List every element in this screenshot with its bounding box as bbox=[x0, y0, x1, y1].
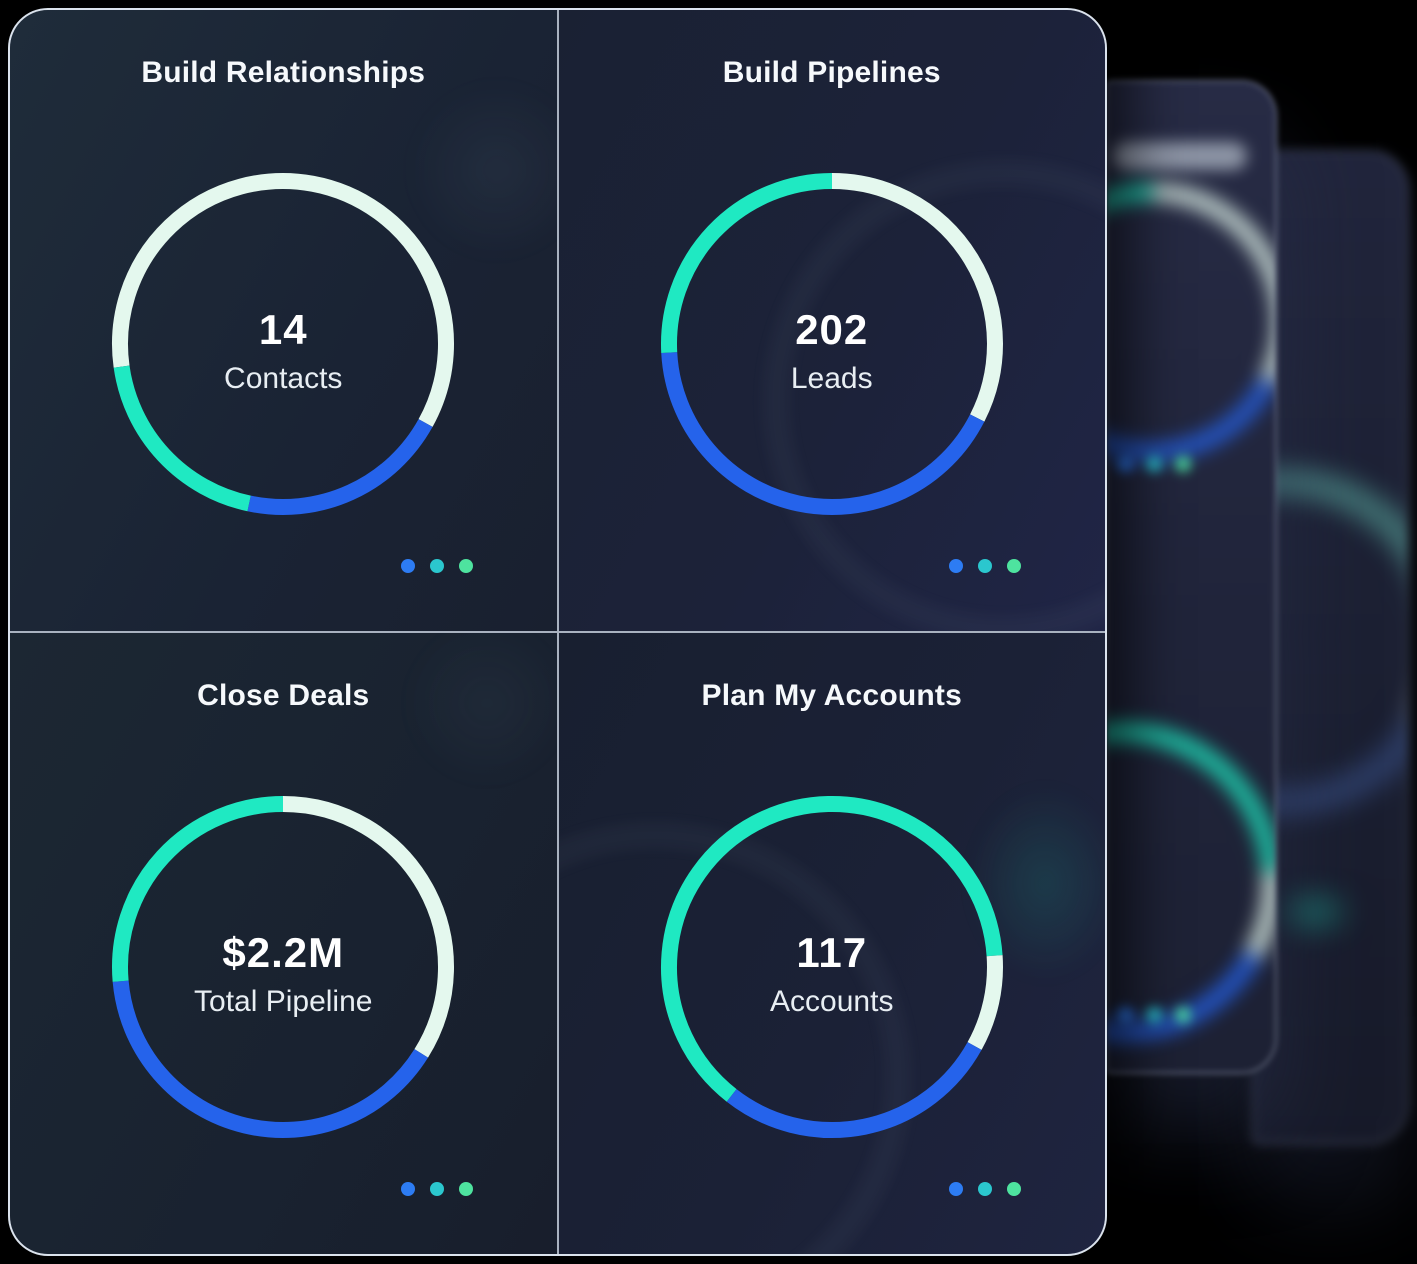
carousel-dot[interactable] bbox=[458, 559, 473, 573]
kpi-card-plan-my-accounts[interactable]: Plan My Accounts 117 Accounts bbox=[558, 633, 1105, 1254]
carousel-dot[interactable] bbox=[429, 559, 444, 573]
carousel-dots bbox=[949, 559, 1021, 573]
blurred-carousel-dots bbox=[1117, 1007, 1191, 1023]
blurred-donut-chart bbox=[1107, 723, 1275, 1041]
card-title: Plan My Accounts bbox=[701, 679, 962, 712]
carousel-dot[interactable] bbox=[1007, 559, 1021, 573]
donut-chart-total-pipeline: $2.2M Total Pipeline bbox=[103, 787, 463, 1147]
carousel-dots bbox=[400, 559, 473, 573]
donut-ring bbox=[660, 173, 1003, 515]
donut-chart-leads: 202 Leads bbox=[652, 164, 1012, 524]
blurred-title-placeholder bbox=[1112, 142, 1247, 170]
blurred-donut-chart bbox=[1254, 471, 1407, 813]
blurred-dot bbox=[1175, 456, 1191, 472]
donut-chart-accounts: 117 Accounts bbox=[652, 787, 1012, 1147]
blurred-dot bbox=[1117, 1007, 1133, 1023]
carousel-dot[interactable] bbox=[978, 1182, 992, 1196]
carousel-dots bbox=[949, 1182, 1021, 1196]
donut-ring bbox=[112, 173, 455, 515]
kpi-card-build-pipelines[interactable]: Build Pipelines 202 Leads bbox=[558, 10, 1105, 631]
donut-ring bbox=[660, 796, 1003, 1138]
card-title: Build Relationships bbox=[141, 56, 426, 89]
kpi-card-build-relationships[interactable]: Build Relationships 14 Contacts bbox=[10, 10, 557, 631]
stacked-card-middle bbox=[1105, 80, 1277, 1074]
donut-ring bbox=[112, 796, 455, 1138]
carousel-dot[interactable] bbox=[949, 559, 963, 573]
carousel-dot[interactable] bbox=[1007, 1182, 1021, 1196]
carousel-dot[interactable] bbox=[400, 559, 415, 573]
carousel-dot[interactable] bbox=[429, 1182, 444, 1196]
blurred-dot bbox=[1146, 1007, 1162, 1023]
blurred-dot bbox=[1175, 1007, 1191, 1023]
blurred-dot bbox=[1117, 456, 1133, 472]
blurred-donut-chart bbox=[1107, 183, 1275, 461]
carousel-dot[interactable] bbox=[458, 1182, 473, 1196]
carousel-dot[interactable] bbox=[978, 559, 992, 573]
card-title: Build Pipelines bbox=[722, 56, 941, 89]
donut-chart-contacts: 14 Contacts bbox=[103, 164, 463, 524]
kpi-card-close-deals[interactable]: Close Deals $2.2M Total Pipeline bbox=[10, 633, 557, 1254]
dashboard-card-grid: Build Relationships 14 Contacts Build Pi… bbox=[8, 8, 1107, 1256]
carousel-dot[interactable] bbox=[400, 1182, 415, 1196]
card-title: Close Deals bbox=[197, 679, 370, 712]
blurred-carousel-dots bbox=[1117, 456, 1191, 472]
carousel-dot[interactable] bbox=[949, 1182, 963, 1196]
carousel-dots bbox=[400, 1182, 473, 1196]
blurred-dot bbox=[1146, 456, 1162, 472]
